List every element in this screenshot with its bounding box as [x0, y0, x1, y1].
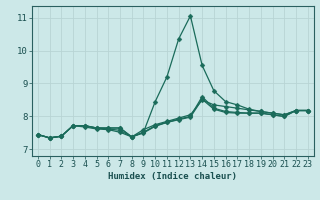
X-axis label: Humidex (Indice chaleur): Humidex (Indice chaleur)	[108, 172, 237, 181]
